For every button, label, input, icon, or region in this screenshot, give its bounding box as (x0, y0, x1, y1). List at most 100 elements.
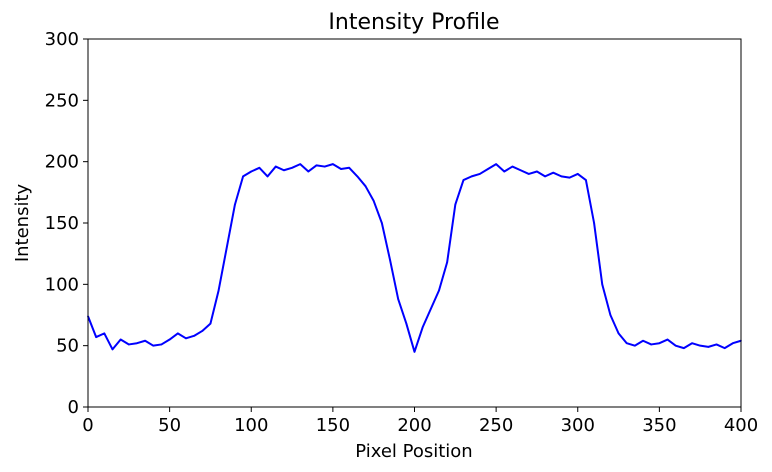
data-point (642, 339, 644, 342)
data-point (413, 351, 416, 353)
x-axis: 0 50 100 150 200 250 300 350 400 (82, 407, 758, 436)
data-point (560, 175, 563, 178)
x-tick-label: 0 (82, 415, 93, 436)
x-tick-label: 350 (642, 415, 676, 436)
x-tick-label: 400 (724, 415, 758, 436)
data-point (193, 335, 195, 337)
y-tick-label: 200 (45, 152, 79, 173)
data-point (650, 343, 653, 346)
data-point (307, 170, 310, 173)
data-point (291, 167, 293, 169)
y-tick-label: 150 (45, 213, 79, 234)
data-point (128, 343, 130, 346)
data-point (119, 338, 122, 341)
data-point (348, 167, 351, 169)
data-point (283, 169, 285, 172)
data-point (707, 346, 710, 348)
chart-title: Intensity Profile (328, 10, 499, 35)
data-point (691, 342, 693, 345)
data-point (683, 347, 685, 349)
data-point (715, 343, 718, 346)
data-point (454, 203, 457, 206)
data-point (266, 175, 269, 178)
data-point (201, 330, 204, 332)
data-point (462, 179, 465, 181)
data-point (576, 173, 579, 175)
data-point (364, 185, 367, 187)
data-point (372, 200, 375, 202)
data-point (666, 338, 669, 341)
data-point (258, 167, 261, 169)
y-axis: 0 50 100 150 200 250 300 (45, 29, 88, 418)
y-tick-label: 0 (68, 397, 79, 418)
data-point (438, 289, 440, 292)
y-tick-label: 100 (45, 274, 79, 295)
data-point (405, 322, 408, 325)
data-point (723, 347, 726, 349)
data-point (593, 222, 595, 224)
data-point (511, 165, 514, 168)
data-point (527, 173, 530, 175)
data-point (446, 261, 448, 264)
data-point (585, 179, 587, 181)
data-point (111, 348, 114, 351)
data-point (536, 170, 538, 173)
data-point (340, 168, 342, 170)
data-point (495, 163, 497, 165)
data-point (160, 343, 163, 346)
data-point (250, 170, 253, 173)
data-point (617, 332, 620, 335)
data-point (332, 163, 334, 165)
data-point (552, 171, 555, 174)
data-point (225, 246, 228, 249)
data-point (144, 339, 146, 342)
x-tick-label: 50 (158, 415, 181, 436)
data-point (430, 308, 432, 310)
data-point (152, 344, 155, 347)
data-point (168, 338, 171, 341)
series-line (87, 163, 742, 353)
data-point (209, 322, 212, 325)
data-point (658, 342, 661, 345)
data-point (421, 326, 424, 329)
data-point (389, 259, 391, 261)
data-point (634, 344, 636, 347)
data-point (487, 168, 489, 170)
data-point (323, 165, 326, 168)
data-point (625, 342, 628, 345)
data-point (674, 344, 677, 347)
data-point (136, 342, 138, 345)
y-axis-title: Intensity (12, 183, 33, 262)
data-point (274, 165, 277, 168)
x-tick-label: 300 (561, 415, 595, 436)
plot-area (87, 163, 742, 353)
data-point (217, 289, 220, 292)
y-tick-label: 300 (45, 29, 79, 50)
data-point (732, 342, 734, 345)
data-point (356, 175, 359, 178)
data-point (503, 170, 506, 173)
data-point (397, 298, 399, 300)
data-point (568, 176, 571, 179)
data-point (381, 222, 383, 224)
data-point (95, 336, 97, 338)
data-point (479, 173, 481, 175)
data-point (299, 163, 302, 165)
plot-frame (87, 38, 742, 408)
data-point (699, 344, 701, 347)
x-tick-label: 250 (479, 415, 513, 436)
data-point (519, 169, 522, 172)
data-point (176, 332, 179, 335)
y-tick-label: 250 (45, 90, 79, 111)
data-point (242, 175, 244, 178)
x-axis-title: Pixel Position (355, 441, 472, 462)
data-point (315, 164, 318, 167)
data-point (103, 332, 106, 335)
data-point (601, 283, 604, 286)
x-tick-label: 150 (316, 415, 350, 436)
data-point (234, 203, 236, 206)
data-point (544, 175, 546, 178)
data-point (470, 175, 473, 178)
data-point (609, 314, 612, 316)
